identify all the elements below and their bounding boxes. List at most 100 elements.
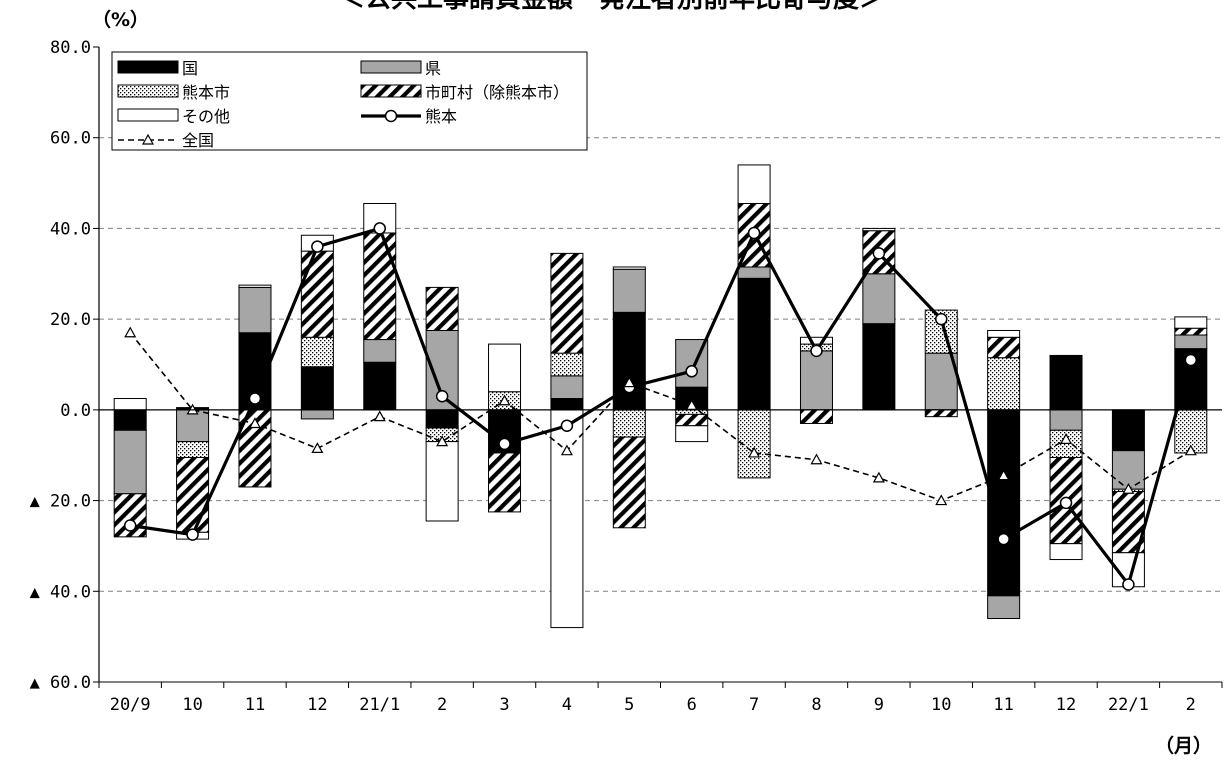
legend-swatch	[117, 84, 179, 98]
kumamoto-point	[935, 312, 948, 326]
legend-label: 市町村（除熊本市）	[425, 83, 569, 102]
bar-segment	[113, 429, 147, 495]
x-tick-label: 7	[749, 695, 759, 715]
legend-swatch	[360, 60, 422, 74]
bar-segment	[1174, 316, 1208, 329]
y-tick-label: ▲ 40.0	[30, 582, 91, 602]
x-tick-label: 2	[1186, 695, 1196, 715]
bar-segment	[425, 441, 459, 522]
bar-segment	[737, 164, 771, 204]
legend-swatch	[360, 84, 422, 98]
bar-segment	[924, 309, 958, 354]
x-tick-label: 22/1	[1108, 695, 1149, 715]
zenkoku-point	[560, 444, 573, 456]
bar-segment	[1174, 334, 1208, 350]
bar-segment	[300, 409, 334, 420]
y-axis-ticks: 80.0 60.0 40.0 20.0 0.0 ▲ 20.0 ▲ 40.0 ▲ 60.0	[30, 38, 99, 693]
bar-segment	[737, 277, 771, 411]
bar-segment	[1049, 354, 1083, 411]
legend-swatch	[117, 108, 179, 122]
bar-segment	[799, 336, 833, 345]
bar-segment	[924, 409, 958, 418]
bar-segment	[675, 413, 709, 427]
zenkoku-point	[810, 453, 823, 465]
bar-segment	[550, 352, 584, 377]
x-axis-unit: （月）	[1155, 734, 1212, 757]
y-tick-label: 80.0	[50, 38, 91, 58]
bar-segment	[363, 232, 397, 341]
bar-segment	[550, 398, 584, 411]
x-tick-label: 10	[182, 695, 202, 715]
bar-segment	[176, 441, 210, 458]
zenkoku-point	[1060, 433, 1073, 444]
zenkoku-point	[935, 494, 948, 506]
zenkoku-point	[1122, 482, 1135, 494]
kumamoto-point	[685, 365, 698, 378]
bar-segment	[550, 252, 584, 354]
zenkoku-point	[436, 435, 449, 447]
bar-segment	[987, 595, 1021, 619]
y-tick-label: 60.0	[50, 129, 91, 149]
zenkoku-point	[373, 410, 386, 422]
kumamoto-point	[872, 247, 886, 260]
bar-segment	[737, 266, 771, 279]
bar-segment	[612, 409, 646, 438]
line-kumamoto	[129, 226, 1193, 589]
line-zenkoku	[129, 332, 1192, 502]
bar-segment	[612, 268, 646, 313]
y-tick-label: 40.0	[50, 219, 91, 239]
legend-label: 熊本	[425, 107, 457, 126]
kumamoto-point	[1184, 353, 1198, 367]
kumamoto-point	[186, 528, 199, 541]
bar-segment	[300, 336, 334, 368]
zenkoku-point	[623, 376, 636, 388]
x-tick-label: 5	[624, 695, 634, 715]
x-tick-label: 3	[499, 695, 509, 715]
bar-segment	[425, 286, 459, 331]
bar-segment	[1111, 409, 1145, 452]
kumamoto-point	[498, 437, 511, 451]
legend-label: 県	[425, 59, 441, 78]
legend-box	[111, 51, 588, 151]
kumamoto-point	[1059, 496, 1073, 510]
gridlines	[99, 137, 1222, 592]
legend-marker	[384, 109, 398, 123]
line-series	[123, 222, 1198, 591]
bar-segment	[1049, 409, 1083, 431]
zenkoku-point	[124, 326, 137, 338]
bar-segment	[612, 436, 646, 529]
bar-segment	[675, 425, 709, 443]
bar-segment	[550, 409, 584, 629]
x-tick-label: 12	[307, 695, 327, 715]
bar-series	[113, 164, 1208, 629]
x-tick-label: 4	[562, 695, 572, 715]
kumamoto-point	[311, 240, 324, 253]
x-tick-label: 21/1	[359, 695, 400, 715]
kumamoto-point	[123, 519, 137, 532]
bar-segment	[862, 323, 896, 411]
bar-segment	[488, 343, 522, 393]
kumamoto-point	[1122, 578, 1135, 591]
x-tick-label: 9	[874, 695, 884, 715]
bar-segment	[987, 329, 1021, 338]
y-axis-unit: （%）	[92, 8, 149, 31]
x-tick-label: 20/9	[110, 695, 151, 715]
kumamoto-point	[248, 392, 262, 405]
x-tick-label: 11	[993, 695, 1013, 715]
x-tick-label: 6	[687, 695, 697, 715]
zenkoku-point	[1184, 444, 1197, 456]
bar-segment	[300, 366, 334, 411]
kumamoto-point	[435, 390, 449, 403]
x-tick-label: 2	[437, 695, 447, 715]
bar-segment	[799, 350, 833, 411]
bar-segment	[862, 273, 896, 325]
bar-segment	[425, 409, 459, 429]
legend-label: 国	[182, 59, 198, 78]
bar-segment	[987, 336, 1021, 359]
kumamoto-point	[373, 222, 386, 235]
legend-swatch	[117, 60, 179, 74]
bar-segment	[612, 266, 646, 270]
zenkoku-point	[498, 394, 511, 406]
